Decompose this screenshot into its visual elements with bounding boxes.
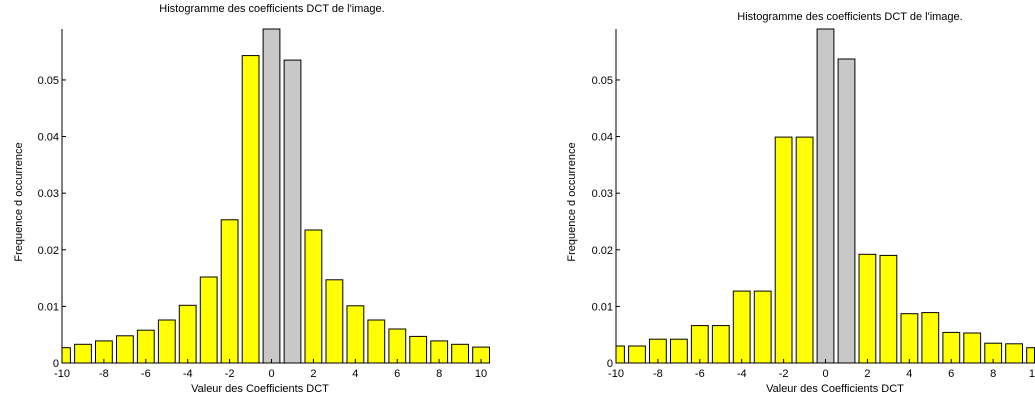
left-y-tick-label-2: 0.02 — [38, 245, 59, 257]
right-y-tick-label-2: 0.02 — [592, 245, 613, 257]
left-x-axis-label: Valeur des Coefficients DCT — [191, 383, 329, 395]
right-x-tick-label-0: -10 — [608, 368, 624, 380]
left-x-tick-label-7: 4 — [352, 368, 358, 380]
left-bar-10 — [262, 28, 281, 364]
right-bar-8 — [774, 136, 793, 364]
right-bar-1 — [628, 345, 646, 364]
right-y-tick-label-1: 0.01 — [592, 301, 613, 313]
right-x-tick-label-8: 6 — [948, 368, 954, 380]
right-y-ticks: 0 0.01 0.02 0.03 0.04 0.05 — [592, 75, 620, 370]
left-x-tick-label-10: 10 — [475, 368, 487, 380]
right-bar-12 — [858, 253, 877, 364]
right-x-tick-label-6: 2 — [864, 368, 870, 380]
right-bar-10 — [816, 28, 835, 364]
left-chart-title: Histogramme des coefficients DCT de l'im… — [159, 3, 384, 15]
left-bar-14 — [346, 305, 365, 364]
right-x-tick-label-5: 0 — [822, 368, 828, 380]
left-bar-16 — [388, 328, 407, 364]
left-bar-6 — [178, 304, 197, 364]
right-bar-9 — [795, 136, 814, 364]
right-y-axis-label: Frequence d occurrence — [566, 142, 578, 261]
right-bar-14 — [900, 313, 919, 364]
right-y-tick-label-5: 0.05 — [592, 75, 613, 87]
right-bar-7 — [753, 290, 772, 364]
right-bar-3 — [670, 338, 688, 364]
left-bar-9 — [241, 55, 260, 364]
left-y-axis-label: Frequence d occurrence — [13, 142, 25, 261]
right-x-tick-label-10: 10 — [1029, 368, 1035, 380]
right-bar-5 — [711, 325, 730, 364]
left-bar-1 — [74, 343, 92, 364]
left-y-tick-label-3: 0.03 — [38, 188, 59, 200]
right-bar-17 — [963, 332, 982, 364]
left-x-tick-label-4: -2 — [225, 368, 235, 380]
left-bar-8 — [220, 219, 239, 364]
right-bar-6 — [732, 290, 751, 364]
right-x-tick-label-9: 8 — [990, 368, 996, 380]
left-bar-19 — [451, 343, 470, 364]
left-y-tick-label-0: 0 — [53, 358, 59, 370]
left-bar-12 — [304, 229, 323, 364]
right-histogram: Histogramme des coefficients DCT de l'im… — [566, 11, 1035, 395]
right-y-tick-label-0: 0 — [607, 358, 613, 370]
left-x-tick-label-8: 6 — [394, 368, 400, 380]
left-histogram: Histogramme des coefficients DCT de l'im… — [13, 3, 491, 395]
left-bars — [61, 28, 491, 364]
right-x-axis-label: Valeur des Coefficients DCT — [766, 383, 904, 395]
right-bar-15 — [921, 312, 940, 364]
right-x-tick-label-1: -8 — [653, 368, 663, 380]
left-x-ticks: -10 -8 -6 -4 -2 0 2 4 6 8 10 — [54, 359, 487, 380]
right-bars — [615, 28, 1035, 364]
left-bar-4 — [136, 329, 155, 364]
right-bar-11 — [837, 58, 856, 364]
left-y-tick-label-1: 0.01 — [38, 301, 59, 313]
right-bar-0 — [615, 345, 625, 364]
left-bar-11 — [283, 59, 302, 364]
left-bar-17 — [409, 335, 428, 364]
right-bar-13 — [879, 254, 898, 364]
left-y-ticks: 0 0.01 0.02 0.03 0.04 0.05 — [38, 75, 66, 370]
left-bar-5 — [157, 319, 176, 364]
left-bar-0 — [61, 347, 71, 364]
right-y-tick-label-4: 0.04 — [592, 132, 613, 144]
left-x-tick-label-0: -10 — [54, 368, 70, 380]
left-bar-15 — [367, 319, 386, 364]
right-x-tick-label-7: 4 — [906, 368, 912, 380]
right-x-tick-label-3: -4 — [737, 368, 747, 380]
right-bar-19 — [1005, 343, 1024, 364]
left-x-tick-label-6: 2 — [310, 368, 316, 380]
right-bar-16 — [942, 331, 961, 364]
left-x-tick-label-2: -6 — [141, 368, 151, 380]
left-bar-3 — [116, 335, 134, 364]
right-chart-title: Histogramme des coefficients DCT de l'im… — [737, 11, 962, 23]
left-x-tick-label-9: 8 — [436, 368, 442, 380]
right-x-tick-label-4: -2 — [779, 368, 789, 380]
left-x-tick-label-5: 0 — [268, 368, 274, 380]
right-x-tick-label-2: -6 — [695, 368, 705, 380]
left-x-tick-label-3: -4 — [183, 368, 193, 380]
right-bar-20 — [1026, 347, 1035, 364]
left-y-tick-label-4: 0.04 — [38, 132, 59, 144]
right-bar-4 — [690, 325, 709, 364]
left-y-tick-label-5: 0.05 — [38, 75, 59, 87]
left-bar-7 — [199, 276, 218, 364]
right-x-ticks: -10 -8 -6 -4 -2 0 2 4 6 8 10 — [608, 359, 1035, 380]
right-y-tick-label-3: 0.03 — [592, 188, 613, 200]
left-bar-13 — [325, 279, 344, 364]
left-x-tick-label-1: -8 — [99, 368, 109, 380]
